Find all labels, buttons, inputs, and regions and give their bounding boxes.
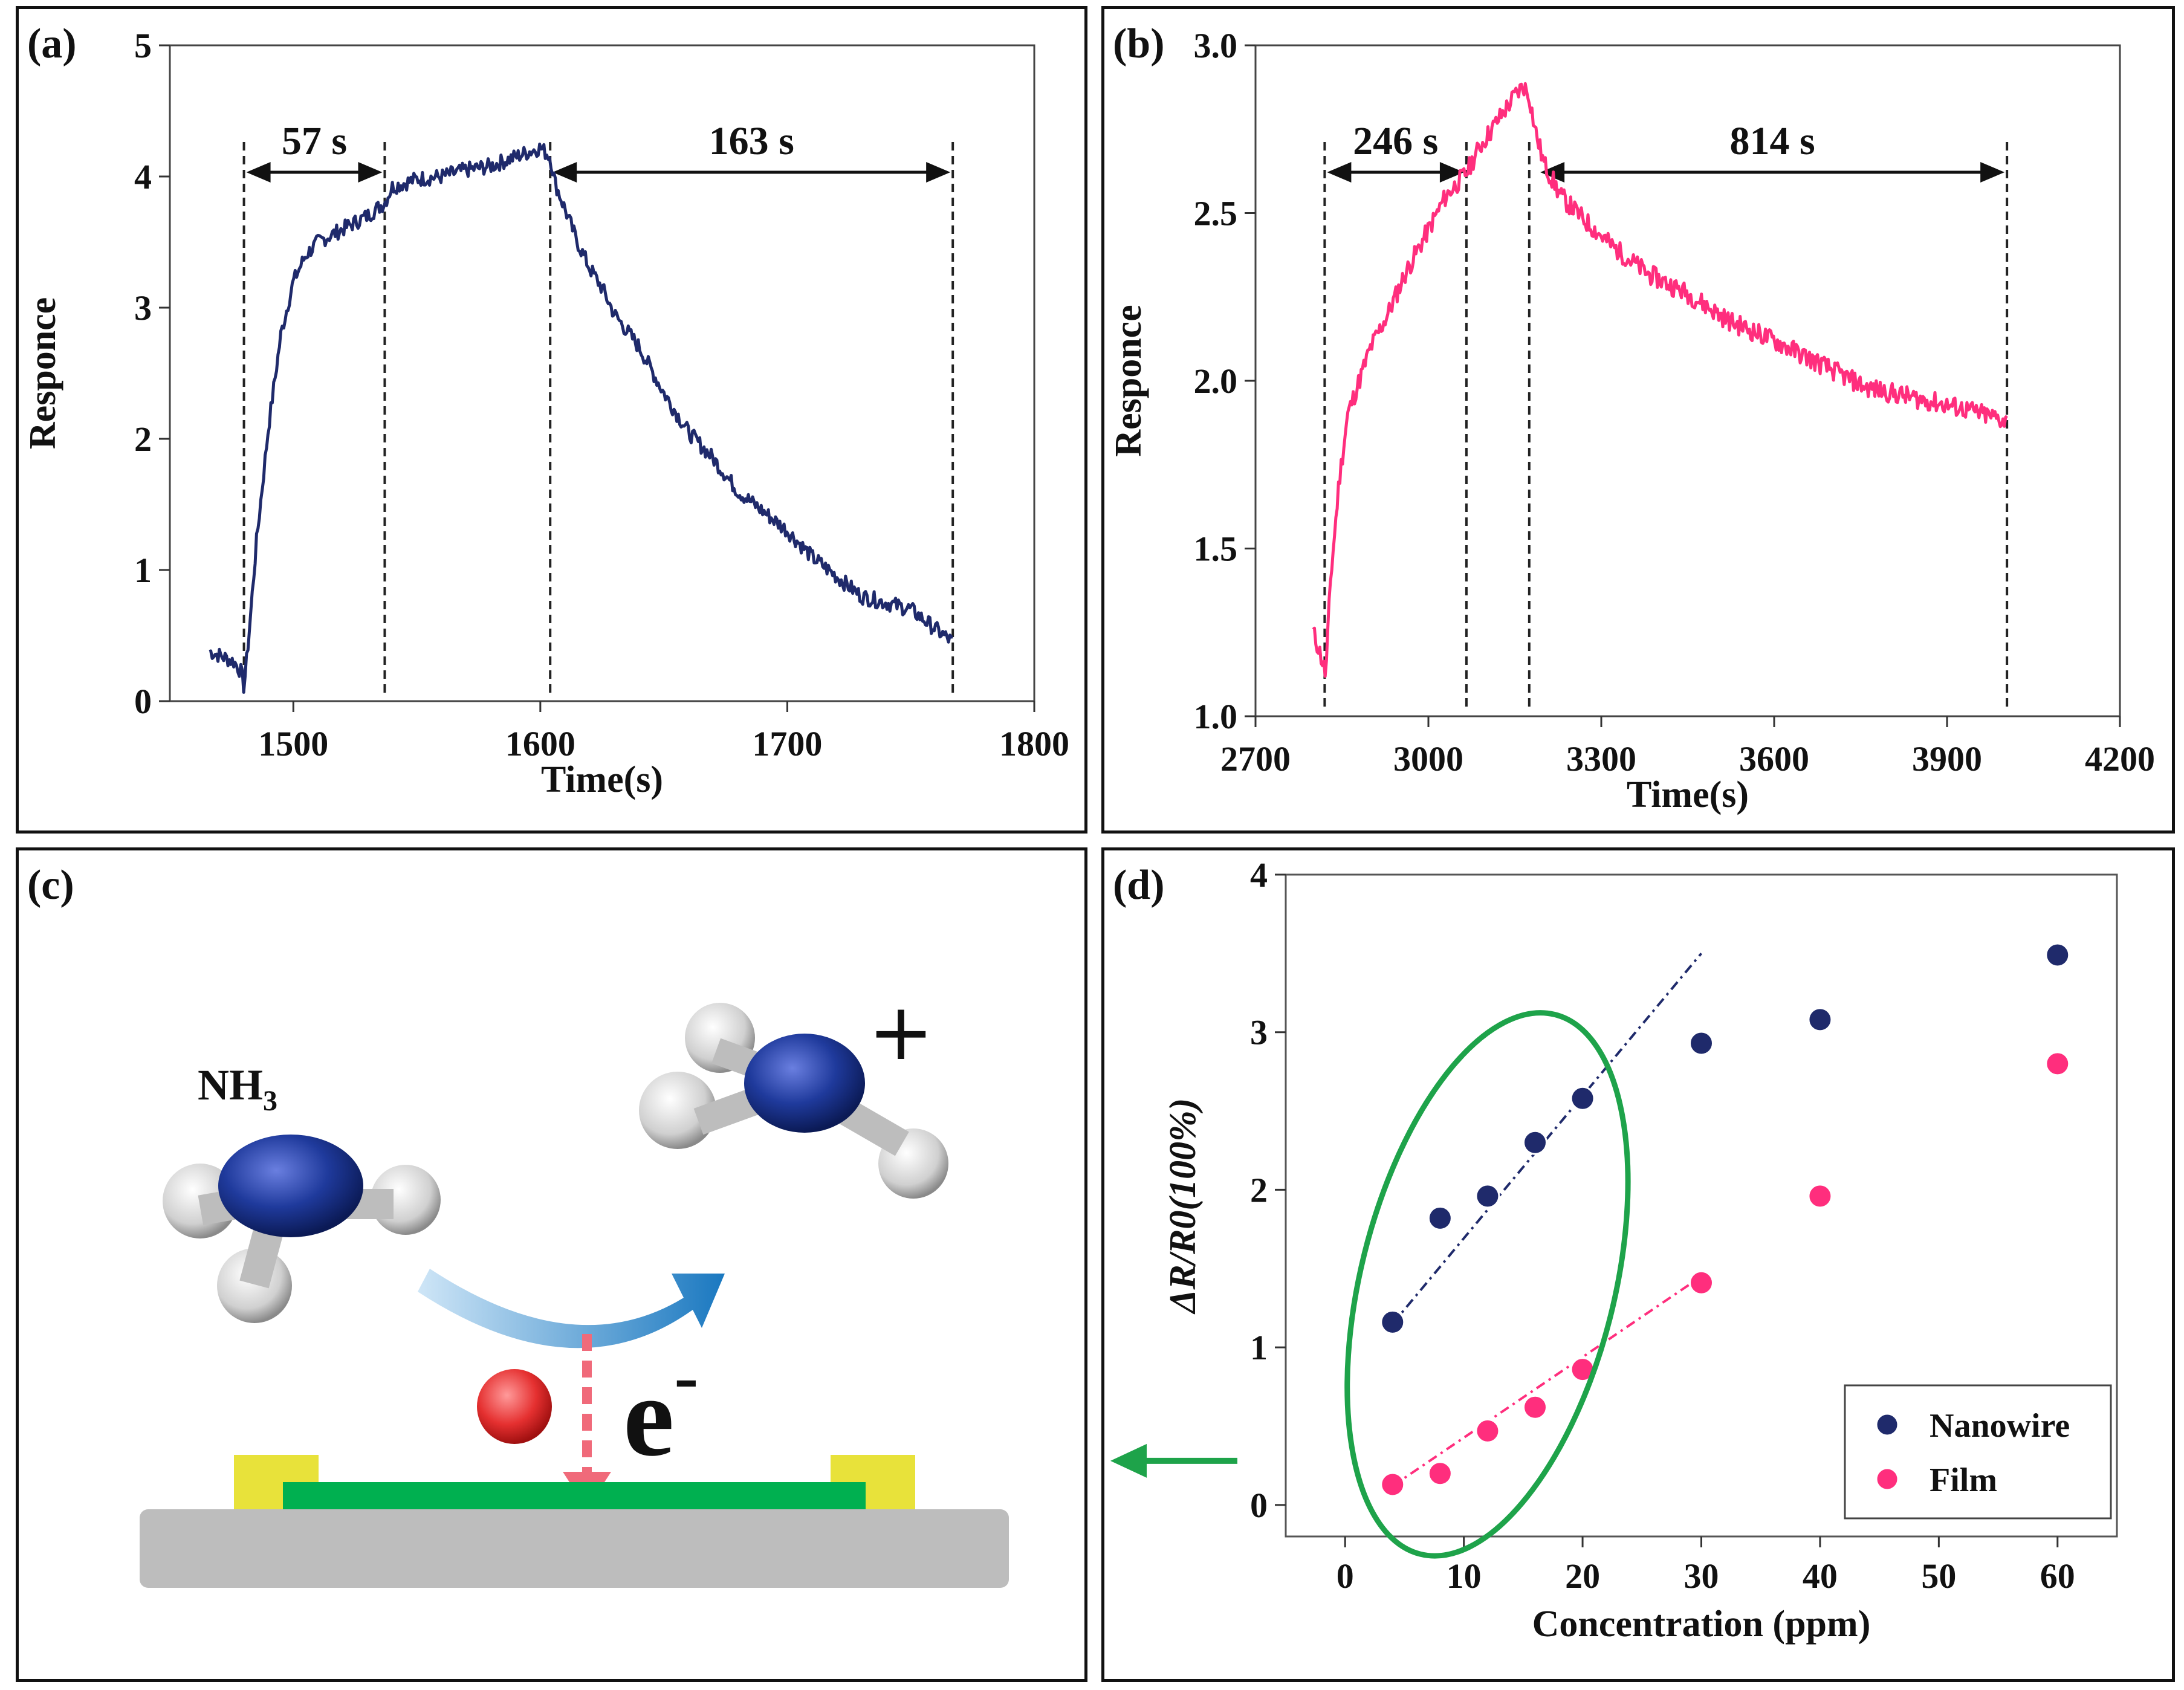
x-axis-label: Time(s)	[541, 759, 663, 800]
y-axis-label: Responce	[22, 297, 63, 449]
legend-marker	[1875, 1413, 1899, 1437]
arrow-head	[246, 162, 271, 183]
interval-label: 163 s	[709, 119, 794, 163]
chart-a: (a) 1500 1600 1700 1800 0 1 2 3 4 5 Time(s) Responce…	[22, 21, 1069, 800]
y-tick-label: 2	[1250, 1170, 1268, 1209]
x-tick-label: 3900	[1912, 739, 1982, 779]
y-tick-label: 1.0	[1194, 697, 1238, 736]
arrow-head	[1980, 162, 2005, 183]
x-axis-label: Time(s)	[1627, 774, 1749, 815]
nh3-label: NH3	[198, 1061, 277, 1117]
x-tick-label: 4200	[2085, 739, 2155, 779]
arrow-head	[1327, 162, 1352, 183]
electron-sphere	[477, 1369, 552, 1444]
panel-label: (d)	[1113, 862, 1165, 908]
nanowire-point	[1689, 1031, 1714, 1056]
substrate	[140, 1509, 1009, 1588]
panel-b: (b) 2700 3000 3300 3600 3900 4200 1.0 1.5 2.0 2.5 3…	[1101, 6, 2175, 834]
pointer-arrow-head	[1110, 1443, 1147, 1478]
series-line	[1312, 82, 2008, 678]
panel-a: (a) 1500 1600 1700 1800 0 1 2 3 4 5 Time(s) Responce…	[16, 6, 1087, 834]
interval-label: 814 s	[1730, 119, 1815, 163]
y-tick-label: 4	[134, 157, 152, 196]
x-tick-label: 3300	[1566, 739, 1636, 779]
legend-marker	[1875, 1467, 1899, 1491]
y-tick-label: 0	[134, 682, 152, 721]
x-tick-label: 3000	[1393, 739, 1463, 779]
film-point	[1380, 1472, 1405, 1497]
y-tick-label: 1	[1250, 1328, 1268, 1367]
x-axis-label: Concentration (ppm)	[1532, 1604, 1871, 1645]
y-tick-label: 0	[1250, 1486, 1268, 1525]
film-point	[1475, 1418, 1500, 1443]
nh4-ion: +	[639, 986, 948, 1199]
film-point	[1523, 1394, 1547, 1420]
y-axis-label: ΔR/R0(100%)	[1162, 1098, 1204, 1315]
x-tick-label: 60	[2040, 1556, 2075, 1596]
y-tick-label: 3.0	[1194, 26, 1238, 65]
nanowire-point	[1427, 1205, 1453, 1231]
y-tick-label: 2.5	[1194, 194, 1238, 233]
y-tick-label: 2.0	[1194, 361, 1238, 401]
series-line	[209, 142, 953, 694]
interval-label: 246 s	[1353, 119, 1438, 163]
film-point	[1807, 1183, 1833, 1209]
nanowire-point	[1807, 1007, 1833, 1032]
panel-label: (a)	[27, 21, 77, 67]
film-point	[1427, 1461, 1453, 1486]
nanowire-point	[1570, 1086, 1595, 1111]
x-tick-label: 3600	[1739, 739, 1809, 779]
nh3-molecule	[163, 1135, 441, 1323]
legend-box	[1844, 1384, 2112, 1520]
nanowire-point	[1523, 1130, 1547, 1155]
y-tick-label: 5	[134, 26, 152, 65]
y-tick-label: 2	[134, 419, 152, 459]
fit-line	[1392, 1275, 1702, 1488]
panel-c: (c) NH3 +	[16, 847, 1087, 1682]
sensing-channel	[283, 1482, 866, 1509]
plus-sign: +	[868, 986, 934, 1078]
highlight-ellipse	[1344, 1010, 1631, 1559]
legend-label: Film	[1930, 1462, 1997, 1499]
schematic: (c) NH3 +	[27, 862, 1009, 1588]
x-tick-label: 20	[1565, 1556, 1600, 1596]
legend-label: Nanowire	[1930, 1407, 2070, 1445]
x-tick-label: 30	[1684, 1556, 1719, 1596]
y-tick-label: 4	[1250, 855, 1268, 895]
panel-d: (d) 0 10 20 30 40 50 60 0 1 2 3 4 Concentration (ppm)…	[1101, 847, 2175, 1682]
arrow-head	[1439, 162, 1464, 183]
x-tick-label: 1800	[999, 724, 1069, 763]
nanowire-point	[2045, 942, 2070, 968]
panel-c-label: (c)	[27, 862, 74, 908]
x-tick-label: 0	[1337, 1556, 1354, 1596]
y-axis-label: Responce	[1108, 305, 1149, 456]
chart-b: (b) 2700 3000 3300 3600 3900 4200 1.0 1.5 2.0 2.5 3…	[1108, 21, 2155, 815]
nanowire-point	[1475, 1183, 1500, 1209]
y-tick-label: 3	[1250, 1013, 1268, 1052]
transfer-arrow	[418, 1269, 725, 1348]
panel-label: (b)	[1113, 21, 1165, 67]
x-tick-label: 40	[1803, 1556, 1838, 1596]
fit-line	[1392, 953, 1703, 1325]
arrow-head	[926, 162, 951, 183]
x-tick-label: 1600	[505, 724, 575, 763]
arrow-head	[552, 162, 577, 183]
y-tick-label: 1.5	[1194, 529, 1238, 569]
interval-label: 57 s	[282, 119, 347, 163]
y-tick-label: 3	[134, 288, 152, 328]
film-point	[1689, 1270, 1714, 1295]
x-tick-label: 1700	[752, 724, 822, 763]
x-tick-label: 50	[1921, 1556, 1956, 1596]
x-tick-label: 1500	[258, 724, 328, 763]
x-tick-label: 10	[1447, 1556, 1482, 1596]
nanowire-point	[1380, 1309, 1405, 1335]
arrow-head	[358, 162, 383, 183]
y-tick-label: 1	[134, 551, 152, 590]
electron-label: e-	[623, 1336, 698, 1480]
plot-frame	[169, 44, 1035, 702]
x-tick-label: 2700	[1220, 739, 1291, 779]
chart-d: (d) 0 10 20 30 40 50 60 0 1 2 3 4 Concentration (ppm)…	[1110, 855, 2118, 1645]
film-point	[2045, 1051, 2070, 1076]
